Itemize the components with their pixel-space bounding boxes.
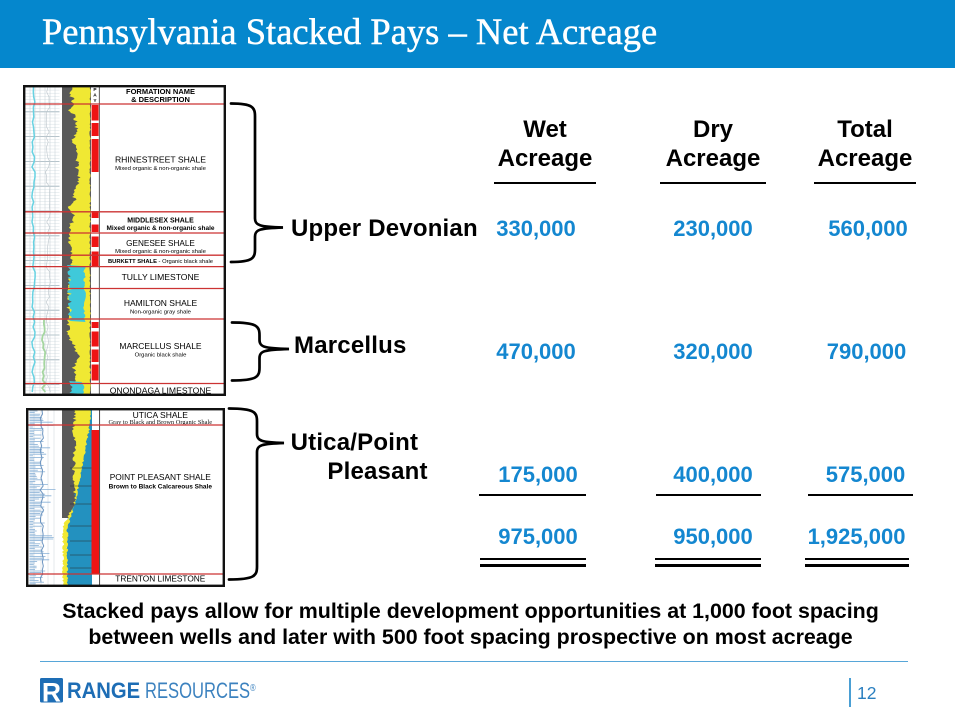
svg-text:GENESEE SHALE: GENESEE SHALE — [126, 239, 195, 248]
svg-text:FORMATION NAME: FORMATION NAME — [126, 87, 195, 96]
svg-text:R: R — [42, 678, 61, 703]
svg-text:HAMILTON SHALE: HAMILTON SHALE — [124, 298, 198, 308]
svg-text:Non-organic gray shale: Non-organic gray shale — [130, 309, 192, 315]
svg-text:P: P — [93, 87, 97, 93]
svg-text:TRENTON LIMESTONE: TRENTON LIMESTONE — [115, 574, 206, 584]
svg-text:Y: Y — [93, 98, 97, 104]
svg-text:MIDDLESEX SHALE: MIDDLESEX SHALE — [127, 218, 194, 225]
svg-text:Mixed organic & non-organic sh: Mixed organic & non-organic shale — [115, 166, 206, 172]
svg-text:TULLY LIMESTONE: TULLY LIMESTONE — [122, 272, 200, 282]
svg-text:& DESCRIPTION: & DESCRIPTION — [131, 95, 190, 104]
svg-text:A: A — [93, 93, 97, 99]
svg-text:BURKETT SHALE - Organic black: BURKETT SHALE - Organic black shale — [108, 259, 213, 265]
svg-text:POINT PLEASANT SHALE: POINT PLEASANT SHALE — [110, 472, 212, 482]
svg-text:MARCELLUS SHALE: MARCELLUS SHALE — [119, 341, 202, 351]
svg-text:Brown to Black Calcareous Shal: Brown to Black Calcareous Shale — [109, 484, 213, 491]
svg-text:UTICA SHALE: UTICA SHALE — [133, 410, 189, 420]
svg-text:Mixed organic & non-organic sh: Mixed organic & non-organic shale — [115, 249, 206, 255]
svg-text:Gray to Black and Brown Organi: Gray to Black and Brown Organic Shale — [109, 419, 213, 426]
svg-text:ONONDAGA LIMESTONE: ONONDAGA LIMESTONE — [110, 385, 212, 395]
svg-text:RHINESTREET SHALE: RHINESTREET SHALE — [115, 155, 206, 165]
svg-text:Mixed organic & non-organic sh: Mixed organic & non-organic shale — [107, 225, 215, 232]
svg-text:Organic black shale: Organic black shale — [135, 353, 187, 359]
